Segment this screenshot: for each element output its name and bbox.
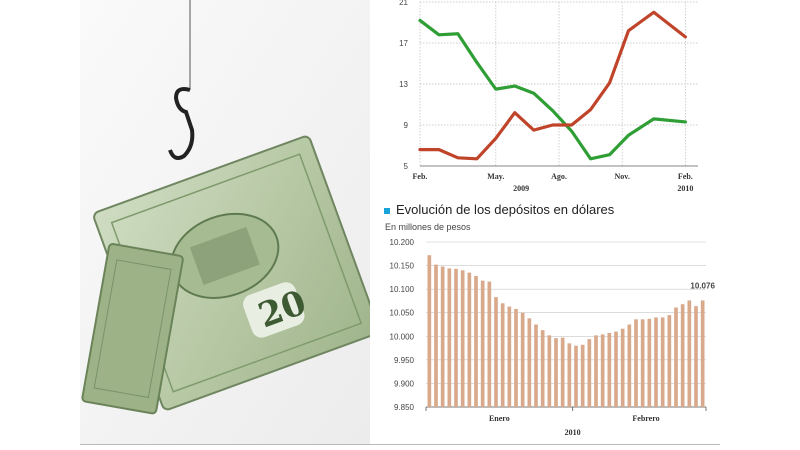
- bar: [534, 324, 538, 407]
- bar: [554, 338, 558, 407]
- bar: [614, 331, 618, 407]
- money-on-hook-image: 20: [80, 0, 380, 445]
- bar: [567, 343, 572, 407]
- y-tick-label: 10.000: [390, 332, 415, 341]
- line-chart-y-axis: 21 17 13 9 5: [399, 0, 408, 171]
- bar: [494, 297, 498, 407]
- bar: [647, 318, 652, 407]
- bar: [540, 330, 545, 407]
- bar: [507, 306, 512, 407]
- bar: [660, 317, 665, 407]
- year-label: 2010: [677, 184, 693, 193]
- bar: [627, 324, 632, 407]
- line-chart: 21 17 13 9 5 Feb. May. Ago. Nov. Feb. 2009 2010: [399, 0, 698, 193]
- y-tick-label: 13: [399, 80, 408, 89]
- y-tick-label: 9.850: [394, 403, 415, 412]
- bar: [687, 300, 692, 407]
- y-tick-label: 17: [399, 39, 408, 48]
- bar: [474, 275, 478, 407]
- photo-illustration: 20: [80, 0, 380, 445]
- y-tick-label: 10.050: [390, 309, 415, 318]
- bar: [440, 266, 445, 407]
- bar: [514, 308, 518, 407]
- x-tick-label: Feb.: [678, 172, 693, 181]
- x-tick-label: Nov.: [615, 172, 630, 181]
- bar-chart-y-axis: 10.200 10.150 10.100 10.050 10.000 9.950 9.900…: [390, 238, 415, 412]
- bar: [667, 315, 672, 407]
- y-tick-label: 10.200: [390, 238, 415, 247]
- bar: [500, 303, 505, 407]
- x-tick-label: Feb.: [413, 172, 428, 181]
- bar: [634, 319, 638, 407]
- bar: [640, 319, 645, 407]
- bar-chart-title-text: Evolución de los depósitos en dólares: [396, 202, 615, 217]
- line-chart-x-axis: Feb. May. Ago. Nov. Feb. 2009 2010: [413, 172, 694, 193]
- last-value-label: 10.076: [690, 281, 715, 290]
- bar: [680, 304, 685, 407]
- bar-chart-gridlines: [426, 241, 706, 408]
- bar: [587, 339, 592, 407]
- bar: [467, 272, 472, 407]
- y-tick-label: 21: [399, 0, 408, 7]
- bar: [580, 344, 585, 407]
- bar: [480, 280, 485, 407]
- y-tick-label: 9.900: [394, 379, 415, 388]
- bar: [547, 335, 552, 407]
- bar: [694, 306, 698, 407]
- bar: [607, 332, 612, 407]
- bar-chart-bars: 10.076: [427, 255, 715, 407]
- bar-chart-title: Evolución de los depósitos en dólares: [384, 202, 614, 217]
- x-tick-label: Febrero: [632, 414, 659, 423]
- bar: [674, 307, 678, 407]
- bar: [520, 312, 525, 407]
- y-tick-label: 9: [404, 121, 409, 130]
- bar: [527, 318, 532, 407]
- y-tick-label: 10.150: [390, 262, 415, 271]
- year-label: 2009: [513, 184, 529, 193]
- bar: [434, 264, 438, 407]
- y-tick-label: 9.950: [394, 356, 415, 365]
- bar: [487, 281, 492, 407]
- y-tick-label: 5: [404, 162, 409, 171]
- bar: [454, 268, 458, 407]
- bar: [460, 270, 465, 407]
- footer-divider: [80, 444, 720, 445]
- year-label: 2010: [565, 428, 581, 437]
- series-line-green: [418, 18, 687, 161]
- bar: [620, 328, 625, 407]
- bar: [447, 268, 452, 407]
- bar: [594, 335, 598, 407]
- bar: [700, 300, 705, 407]
- line-chart-gridlines: [419, 1, 698, 167]
- x-tick-label: Ago.: [551, 172, 567, 181]
- bar-chart: 10.200 10.150 10.100 10.050 10.000 9.950 9.900…: [390, 238, 716, 437]
- x-tick-label: Enero: [489, 414, 510, 423]
- bar-chart-x-axis: Enero Febrero 2010: [425, 407, 707, 437]
- line-chart-series: [418, 10, 687, 161]
- bar: [654, 317, 658, 407]
- bar: [600, 334, 605, 407]
- bar-chart-subtitle: En millones de pesos: [385, 222, 471, 232]
- bar: [574, 345, 578, 407]
- y-tick-label: 10.100: [390, 285, 415, 294]
- series-line-red: [418, 10, 687, 161]
- title-marker-icon: [384, 207, 390, 214]
- bar: [560, 337, 565, 407]
- x-tick-label: May.: [487, 172, 504, 181]
- bar: [427, 255, 432, 407]
